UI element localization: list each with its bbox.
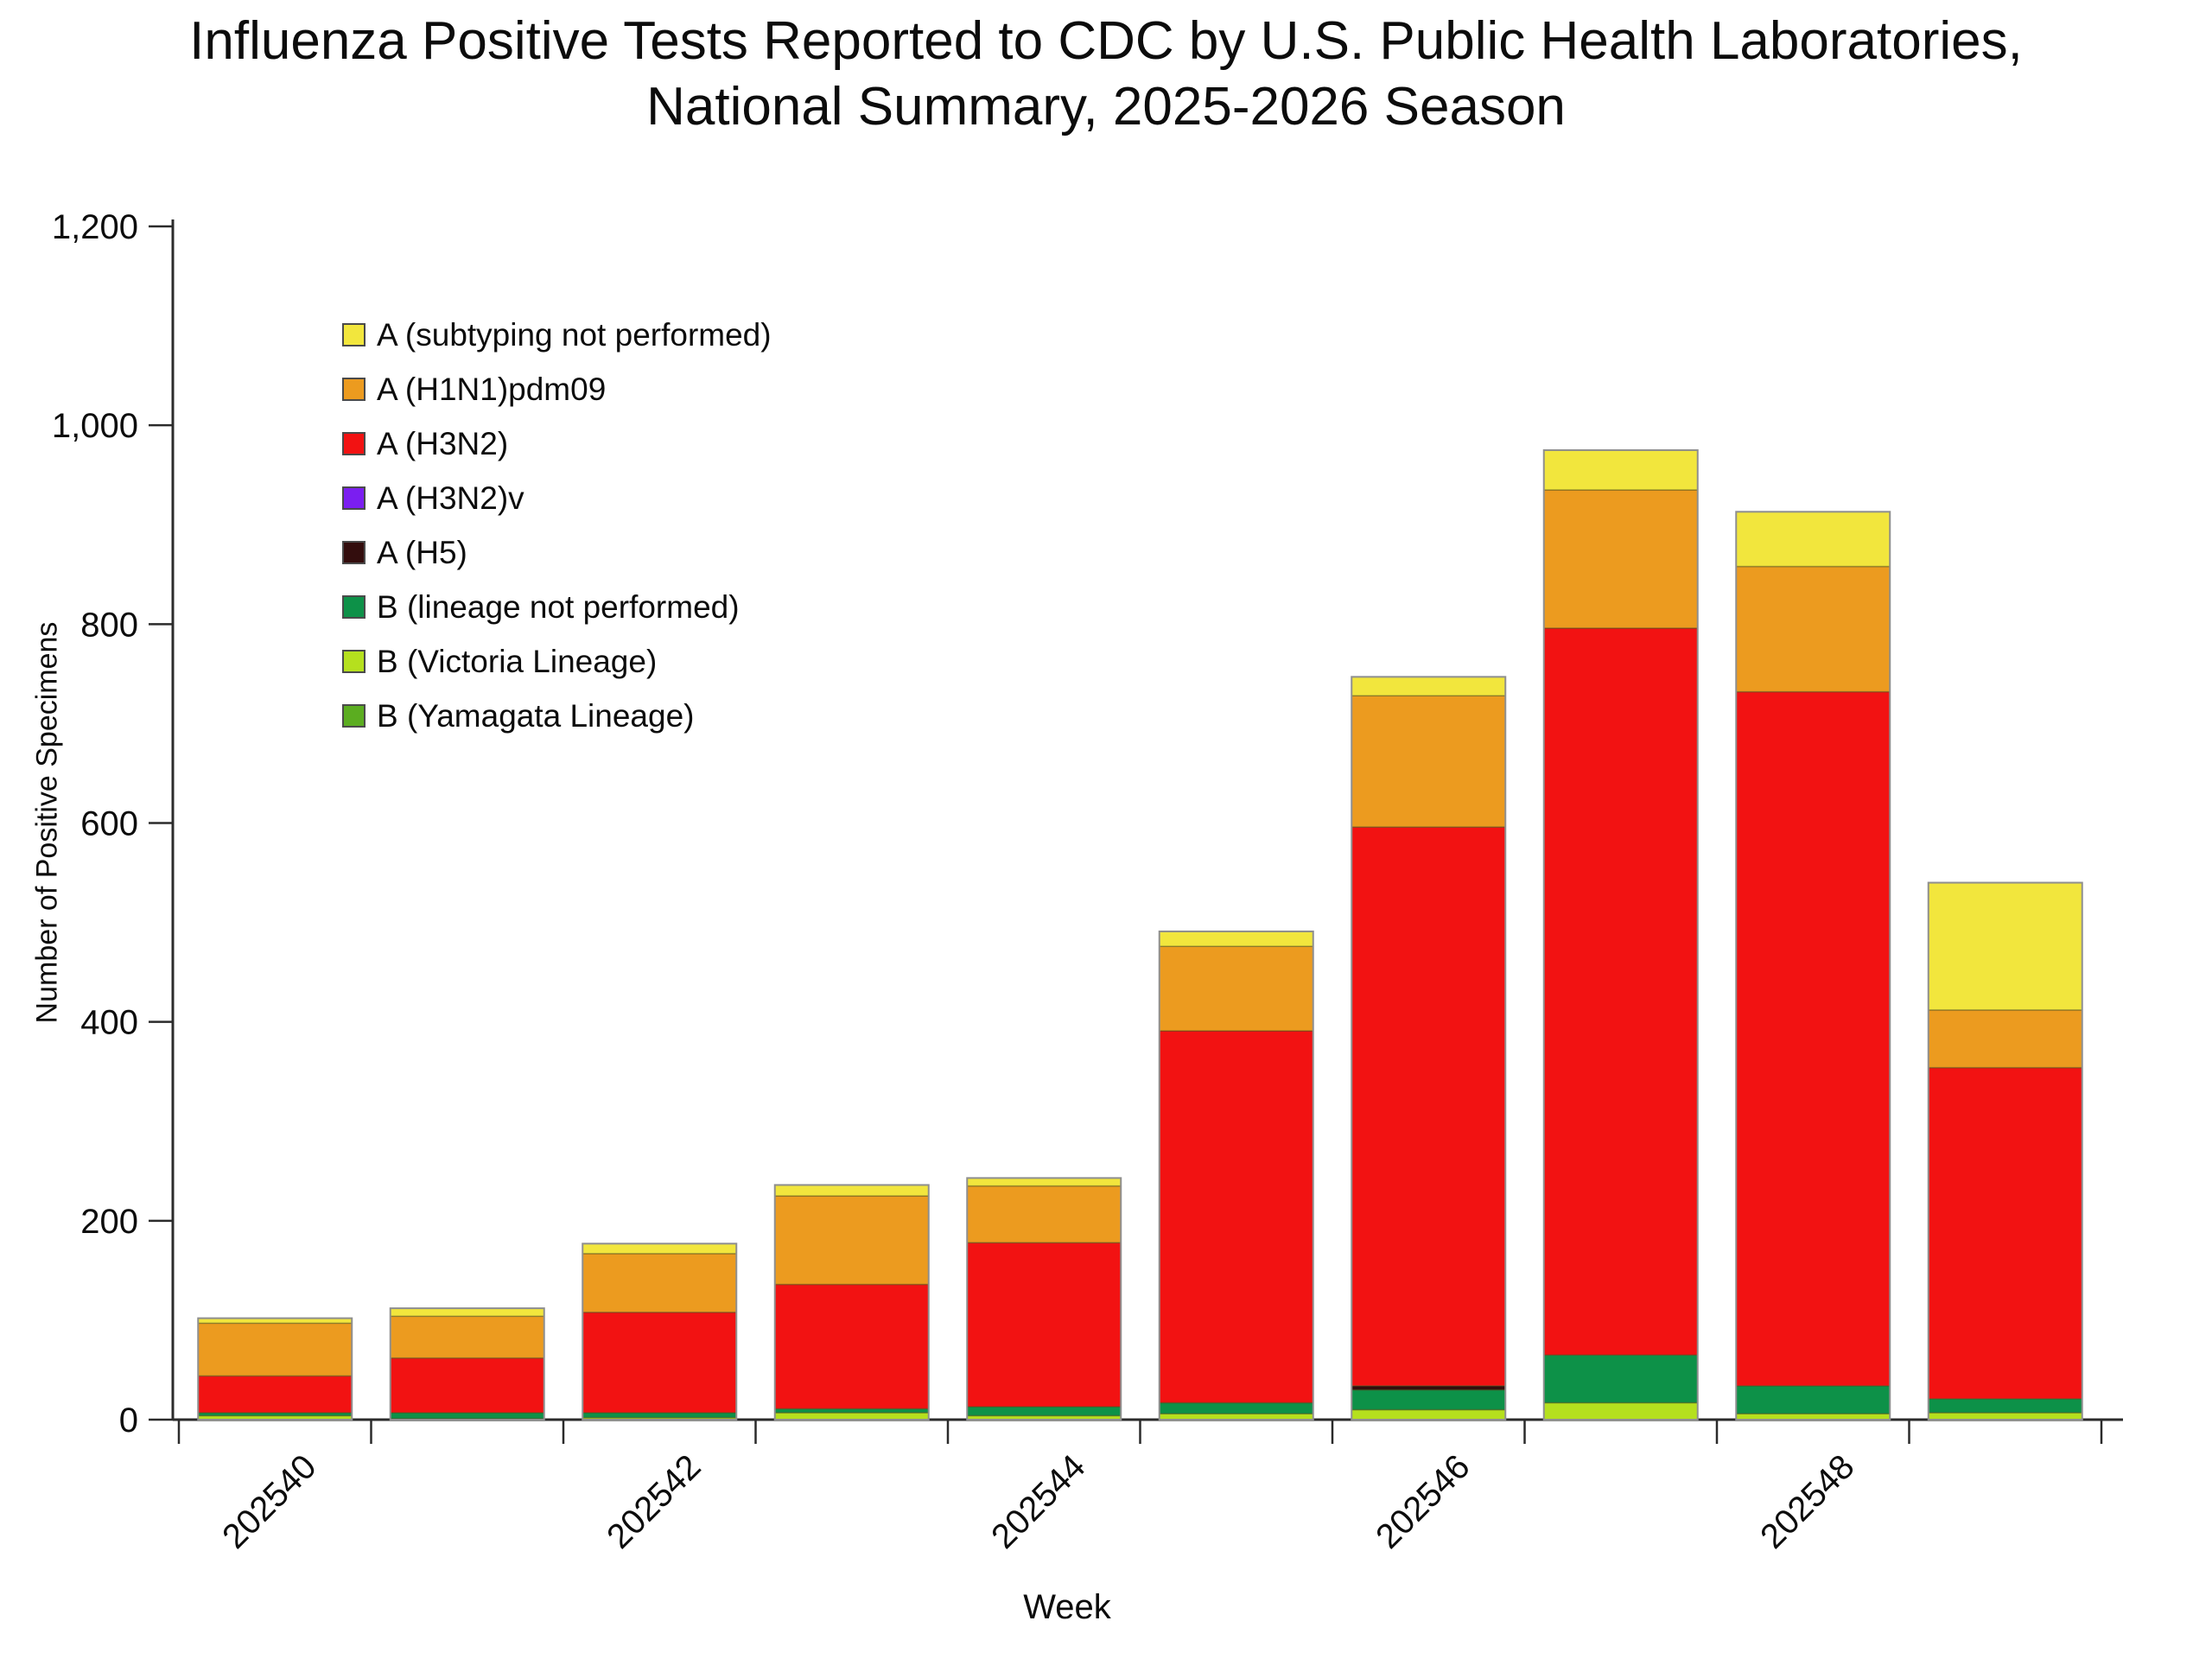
legend-swatch-a-h5 bbox=[342, 541, 365, 564]
bar-outline-202545 bbox=[1158, 930, 1314, 1421]
legend-item-b-yamagata-lineage: B (Yamagata Lineage) bbox=[342, 689, 772, 743]
legend-label-b-victoria-lineage: B (Victoria Lineage) bbox=[377, 643, 658, 679]
legend-label-a-h5: A (H5) bbox=[377, 534, 467, 570]
legend-label-b-lineage-not-performed: B (lineage not performed) bbox=[377, 588, 740, 625]
bar-202542-segment-a-h3n2 bbox=[582, 1311, 737, 1414]
bar-202545-segment-a-h1n1-pdm09 bbox=[1159, 945, 1314, 1032]
bar-202541-segment-a-h1n1-pdm09 bbox=[390, 1315, 545, 1359]
bar-202542-segment-a-h1n1-pdm09 bbox=[582, 1253, 737, 1313]
bar-outline-202548 bbox=[1735, 511, 1891, 1421]
bar-202547-segment-a-subtyping-not-performed bbox=[1543, 449, 1699, 491]
legend-item-a-h3n2-v: A (H3N2)v bbox=[342, 471, 772, 525]
y-tick-label-800: 800 bbox=[80, 606, 138, 644]
bar-202549-segment-b-lineage-not-performed bbox=[1928, 1398, 2083, 1414]
legend-item-a-h3n2: A (H3N2) bbox=[342, 416, 772, 471]
bar-202541-segment-a-h3n2 bbox=[390, 1357, 545, 1414]
chart-title-line1: Influenza Positive Tests Reported to CDC… bbox=[189, 11, 2023, 71]
bar-202547-segment-a-h3n2 bbox=[1543, 627, 1699, 1356]
bar-202544-segment-a-subtyping-not-performed bbox=[966, 1177, 1122, 1187]
legend-swatch-b-lineage-not-performed bbox=[342, 595, 365, 619]
y-tick-label-400: 400 bbox=[80, 1004, 138, 1042]
bar-202547-segment-a-h1n1-pdm09 bbox=[1543, 489, 1699, 629]
x-tick-label-202546: 202546 bbox=[1369, 1447, 1478, 1556]
y-tick-label-600: 600 bbox=[80, 805, 138, 843]
legend-label-b-yamagata-lineage: B (Yamagata Lineage) bbox=[377, 697, 695, 734]
legend-item-a-h5: A (H5) bbox=[342, 525, 772, 580]
bar-202548-segment-b-victoria-lineage bbox=[1735, 1413, 1891, 1421]
bar-202547-segment-b-victoria-lineage bbox=[1543, 1402, 1699, 1421]
bar-202548-segment-b-lineage-not-performed bbox=[1735, 1385, 1891, 1414]
bar-202545-segment-a-h3n2 bbox=[1159, 1030, 1314, 1404]
legend-swatch-b-yamagata-lineage bbox=[342, 704, 365, 728]
bar-202546-segment-a-h1n1-pdm09 bbox=[1351, 695, 1506, 828]
y-tick-label-1200: 1,200 bbox=[52, 208, 138, 246]
x-axis-title: Week bbox=[1023, 1588, 1111, 1626]
bar-202541-segment-a-subtyping-not-performed bbox=[390, 1307, 545, 1318]
bar-outline-202544 bbox=[966, 1177, 1122, 1421]
legend-label-a-h3n2: A (H3N2) bbox=[377, 425, 509, 461]
bar-202549-segment-a-h1n1-pdm09 bbox=[1928, 1009, 2083, 1069]
bar-202544-segment-a-h3n2 bbox=[966, 1242, 1122, 1408]
bar-202542-segment-b-lineage-not-performed bbox=[582, 1412, 737, 1419]
bar-202543-segment-a-subtyping-not-performed bbox=[774, 1184, 930, 1197]
legend-swatch-a-h3n2 bbox=[342, 432, 365, 455]
bar-202546-segment-b-victoria-lineage bbox=[1351, 1408, 1506, 1421]
x-tick-label-202542: 202542 bbox=[600, 1447, 709, 1556]
bar-202543-segment-a-h3n2 bbox=[774, 1283, 930, 1410]
x-tick-label-202544: 202544 bbox=[984, 1447, 1093, 1556]
bar-202546-segment-a-subtyping-not-performed bbox=[1351, 676, 1506, 696]
x-tick-label-202548: 202548 bbox=[1753, 1447, 1862, 1556]
bar-202548-segment-a-subtyping-not-performed bbox=[1735, 511, 1891, 568]
legend-item-a-h1n1-pdm09: A (H1N1)pdm09 bbox=[342, 362, 772, 416]
legend-item-b-lineage-not-performed: B (lineage not performed) bbox=[342, 580, 772, 634]
x-tick-label-202540: 202540 bbox=[215, 1447, 324, 1556]
bar-202542-segment-a-subtyping-not-performed bbox=[582, 1243, 737, 1255]
bar-202540-segment-a-h1n1-pdm09 bbox=[197, 1322, 353, 1377]
bar-outline-202549 bbox=[1927, 881, 2083, 1421]
bar-202549-segment-a-h3n2 bbox=[1928, 1066, 2083, 1400]
chart-title-line2: National Summary, 2025-2026 Season bbox=[646, 76, 1566, 137]
bar-outline-202546 bbox=[1351, 676, 1507, 1421]
bar-outline-202542 bbox=[582, 1243, 738, 1421]
legend-swatch-a-subtyping-not-performed bbox=[342, 323, 365, 346]
bar-202545-segment-b-victoria-lineage bbox=[1159, 1413, 1314, 1421]
bar-outline-202543 bbox=[773, 1184, 930, 1421]
bar-outline-202540 bbox=[197, 1317, 353, 1421]
bar-202548-segment-a-h1n1-pdm09 bbox=[1735, 565, 1891, 693]
bar-202548-segment-a-h3n2 bbox=[1735, 690, 1891, 1387]
legend-label-a-h1n1-pdm09: A (H1N1)pdm09 bbox=[377, 371, 607, 407]
legend-swatch-b-victoria-lineage bbox=[342, 650, 365, 673]
bar-202546-segment-b-lineage-not-performed bbox=[1351, 1389, 1506, 1411]
legend-swatch-a-h1n1-pdm09 bbox=[342, 378, 365, 401]
y-tick-label-0: 0 bbox=[119, 1402, 138, 1440]
bar-202543-segment-b-victoria-lineage bbox=[774, 1412, 930, 1421]
bar-202541-segment-b-lineage-not-performed bbox=[390, 1412, 545, 1420]
bar-202547-segment-b-lineage-not-performed bbox=[1543, 1354, 1699, 1404]
legend-label-a-h3n2-v: A (H3N2)v bbox=[377, 480, 524, 516]
bar-202549-segment-b-victoria-lineage bbox=[1928, 1412, 2083, 1421]
bar-202544-segment-a-h1n1-pdm09 bbox=[966, 1185, 1122, 1243]
y-tick-label-1000: 1,000 bbox=[52, 407, 138, 445]
bar-outline-202547 bbox=[1542, 448, 1699, 1421]
bar-202546-segment-a-h3n2 bbox=[1351, 826, 1506, 1387]
bar-202543-segment-a-h1n1-pdm09 bbox=[774, 1195, 930, 1286]
chart-legend: A (subtyping not performed) A (H1N1)pdm09… bbox=[342, 308, 772, 743]
chart-title: Influenza Positive Tests Reported to CDC… bbox=[0, 9, 2212, 139]
bar-202545-segment-b-lineage-not-performed bbox=[1159, 1402, 1314, 1414]
legend-label-a-subtyping-not-performed: A (subtyping not performed) bbox=[377, 316, 772, 353]
legend-item-a-subtyping-not-performed: A (subtyping not performed) bbox=[342, 308, 772, 362]
legend-item-b-victoria-lineage: B (Victoria Lineage) bbox=[342, 634, 772, 689]
bar-202544-segment-b-lineage-not-performed bbox=[966, 1406, 1122, 1417]
legend-swatch-a-h3n2-v bbox=[342, 486, 365, 510]
bar-202540-segment-a-h3n2 bbox=[197, 1375, 353, 1414]
bar-202545-segment-a-subtyping-not-performed bbox=[1159, 931, 1314, 947]
bar-202549-segment-a-subtyping-not-performed bbox=[1928, 881, 2083, 1011]
bar-outline-202541 bbox=[389, 1307, 545, 1421]
y-tick-label-200: 200 bbox=[80, 1203, 138, 1241]
